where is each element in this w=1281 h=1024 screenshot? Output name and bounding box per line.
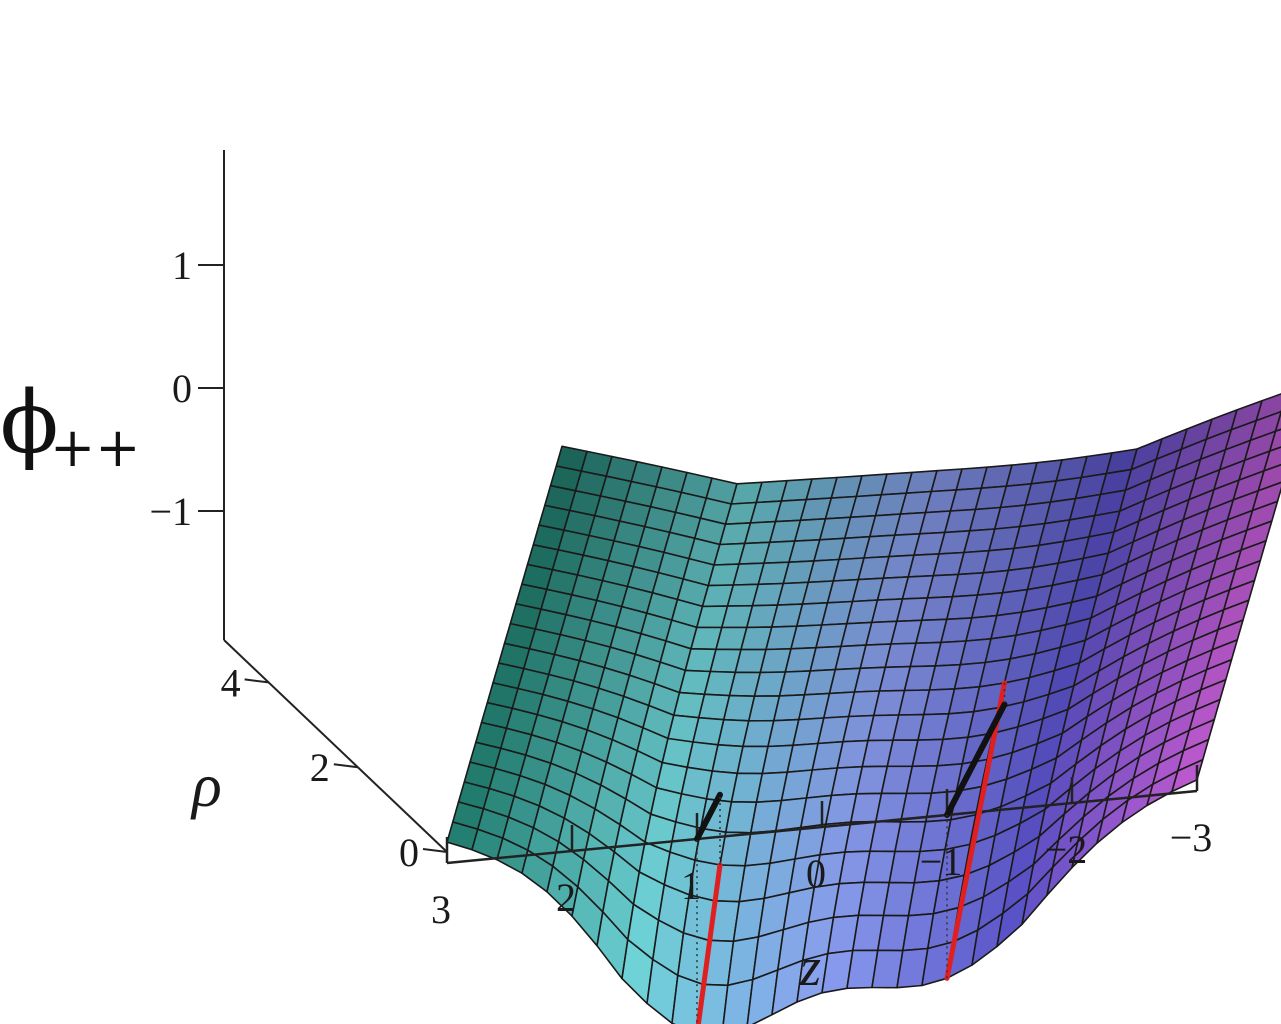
z-tick-label: 3 — [431, 887, 451, 932]
z-tick-label: −3 — [1170, 815, 1213, 860]
z-tick-label: −2 — [1045, 827, 1088, 872]
z-tick-label: 1 — [681, 863, 701, 908]
rho-tick — [244, 678, 269, 684]
surface-cell — [1274, 410, 1281, 433]
rho-tick-label: 4 — [221, 660, 241, 705]
axes — [198, 150, 1199, 865]
base-rod-2 — [944, 701, 1008, 818]
phi-tick-label: −1 — [149, 489, 192, 534]
z-axis-title: z — [799, 937, 821, 997]
rod-markers — [694, 680, 1008, 1024]
z-tick-label: 2 — [556, 875, 576, 920]
rho-axis-line — [223, 639, 448, 853]
axis-labels: ϕ ++ ρ z 1 0 −1 0 2 4 3 2 1 0 −1 −2 −3 — [0, 243, 1212, 997]
surface-cell — [1269, 428, 1281, 452]
surface-rod-1 — [695, 862, 723, 1024]
rho-tick-label: 0 — [399, 830, 419, 875]
phi-tick-label: 1 — [172, 243, 192, 288]
rho-axis-title: ρ — [190, 752, 222, 820]
surface-rod-2 — [944, 680, 1007, 981]
z-tick-label: −1 — [920, 839, 963, 884]
phi-tick-label: 0 — [172, 366, 192, 411]
base-rod-1 — [694, 791, 723, 842]
rho-tick — [333, 763, 358, 769]
phi-axis-title: ϕ — [0, 373, 59, 473]
surface-mesh — [446, 393, 1281, 1024]
surface-cell — [1171, 758, 1204, 793]
rho-tick-label: 2 — [310, 745, 330, 790]
rho-tick — [422, 848, 448, 853]
z-tick-label: 0 — [806, 851, 826, 896]
phi-axis-subscript: ++ — [50, 416, 141, 479]
